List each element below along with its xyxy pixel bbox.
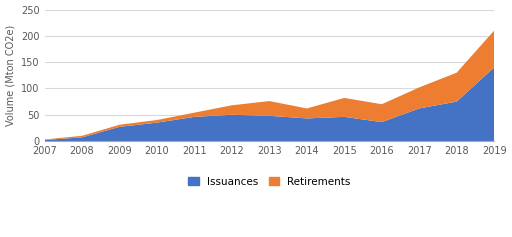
Legend: Issuances, Retirements: Issuances, Retirements (184, 173, 355, 191)
Y-axis label: Volume (Mton CO2e): Volume (Mton CO2e) (6, 25, 15, 126)
